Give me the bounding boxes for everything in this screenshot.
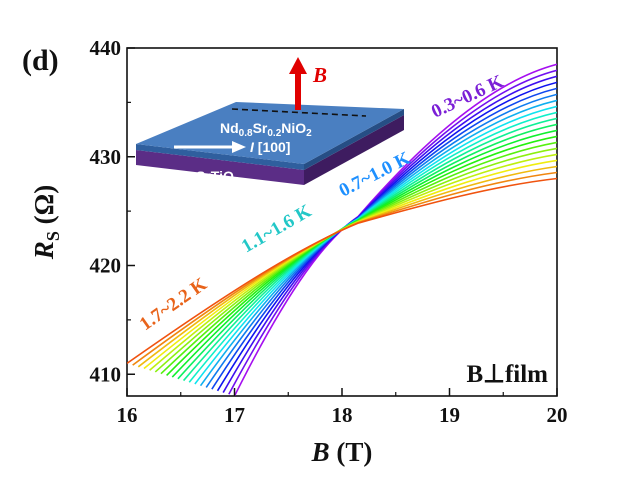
orientation-label: B⊥film (467, 361, 549, 388)
field-arrow-head (289, 57, 307, 74)
film-side-face (304, 109, 404, 170)
x-tick-label: 20 (547, 403, 568, 427)
current-arrow-head (232, 141, 246, 153)
substrate-front-face (136, 150, 304, 185)
x-tick-label: 16 (117, 403, 138, 427)
substrate-label: SrTiO3 (196, 168, 240, 187)
series-line (127, 177, 557, 365)
data-curves (127, 63, 557, 396)
annotation-1.7-2.2K: 1.7~2.2 K (136, 274, 211, 335)
y-tick-label: 420 (90, 254, 122, 278)
y-tick-label: 440 (90, 36, 122, 60)
plot-frame (126, 47, 558, 397)
svg-text:RS (Ω): RS (Ω) (29, 185, 63, 260)
panel-label: (d) (22, 44, 59, 77)
film-dashed-line (231, 108, 367, 117)
film-formula: Nd0.8Sr0.2NiO2 (220, 120, 312, 139)
svg-text:B (T): B (T) (311, 437, 373, 467)
substrate-side-face (304, 115, 404, 185)
inset-schematic: B Nd0.8Sr0.2NiO2 I [100] SrTiO3 (136, 57, 404, 187)
orientation-text: B⊥film (467, 361, 549, 388)
x-axis-label: B (T) (311, 437, 373, 467)
current-label: I [100] (250, 139, 290, 155)
axis-ticks: 16 17 18 19 20 410 420 430 440 (90, 36, 568, 427)
x-tick-label: 18 (332, 403, 353, 427)
x-tick-label: 17 (224, 403, 245, 427)
y-tick-label: 410 (90, 362, 122, 386)
field-label: B (312, 63, 327, 87)
y-tick-label: 430 (90, 145, 122, 169)
film-front-face (136, 144, 304, 170)
x-tick-label: 19 (439, 403, 460, 427)
y-axis-label: RS (Ω) (29, 185, 63, 260)
